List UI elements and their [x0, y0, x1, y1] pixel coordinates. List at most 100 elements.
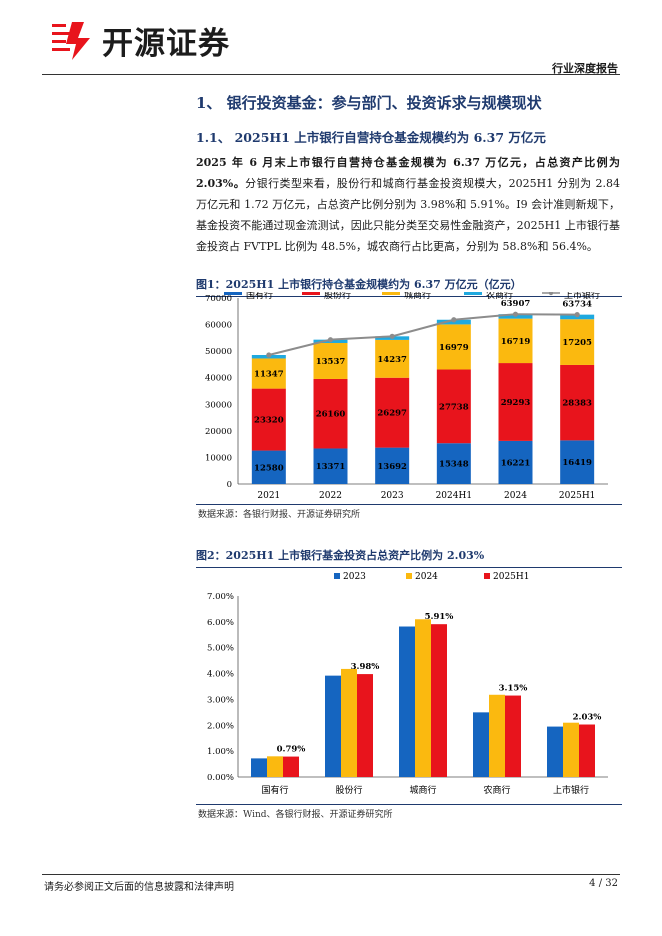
bar-segment-股份行 [498, 363, 533, 441]
bar-2025H1 [357, 674, 373, 777]
bar-value-label: 13537 [316, 357, 346, 367]
bar-segment-城商行 [375, 339, 410, 378]
bar-value-label: 26297 [377, 409, 407, 419]
bar-2024 [563, 722, 579, 777]
bar-2023 [325, 675, 341, 777]
legend-label-农商行: 农商行 [486, 292, 513, 301]
total-line-point [389, 333, 395, 339]
x-tick-label: 2024H1 [436, 491, 472, 501]
legend-label-股份行: 股份行 [324, 292, 351, 301]
x-tick-label: 2022 [319, 491, 342, 501]
x-tick-label: 股份行 [335, 784, 362, 796]
total-line-point [574, 312, 580, 318]
x-tick-label: 城商行 [409, 784, 436, 796]
y-tick-label: 6.00% [207, 618, 234, 628]
bar-value-label: 17205 [562, 338, 592, 348]
bar-segment-城商行 [498, 318, 533, 364]
bar-2025H1 [431, 624, 447, 777]
footer-divider [42, 874, 620, 875]
company-logo: 开源证券 [50, 18, 230, 62]
bar-segment-城商行 [251, 358, 286, 389]
bar-segment-股份行 [251, 388, 286, 451]
total-line [268, 313, 578, 356]
y-tick-label: 10000 [205, 453, 232, 463]
x-tick-label: 国有行 [261, 784, 288, 796]
bar-value-label: 26160 [316, 410, 346, 420]
x-tick-label: 2021 [257, 491, 280, 501]
legend-swatch-国有行 [224, 292, 242, 295]
legend-swatch-农商行 [464, 292, 482, 295]
x-tick-label: 农商行 [483, 784, 510, 796]
bar-segment-城商行 [436, 324, 471, 370]
legend-label-城商行: 城商行 [404, 292, 431, 301]
bar-value-label: 0.79% [277, 745, 306, 755]
legend-swatch-股份行 [302, 292, 320, 295]
y-tick-label: 3.00% [207, 695, 234, 705]
y-tick-label: 0.00% [207, 773, 234, 783]
bar-value-label: 27738 [439, 402, 469, 412]
logo-text: 开源证券 [102, 25, 230, 62]
y-tick-label: 1.00% [207, 747, 234, 757]
y-tick-label: 30000 [205, 400, 232, 410]
bar-value-label: 13692 [377, 462, 407, 472]
bar-2025H1 [505, 695, 521, 777]
bar-2025H1 [283, 756, 299, 777]
total-line-point [512, 311, 519, 317]
bar-2024 [341, 668, 357, 777]
y-tick-label: 5.00% [207, 644, 234, 654]
bar-2023 [251, 758, 267, 777]
bar-segment-城商行 [560, 319, 595, 365]
legend-swatch-城商行 [382, 292, 400, 295]
bar-value-label: 11347 [254, 370, 284, 380]
y-tick-label: 4.00% [207, 670, 234, 680]
paragraph-lead: 2025 年 6 月末上市银行自营持仓基金规模为 6.37 万亿元，占总资产比例… [196, 156, 620, 190]
bar-value-label: 16419 [562, 458, 592, 468]
x-tick-label: 2023 [381, 491, 404, 501]
paragraph-body: 分银行类型来看，股份行和城商行基金投资规模大，2025H1 分别为 2.84 万… [196, 177, 620, 253]
bar-2025H1 [579, 724, 595, 777]
stacked-bar-chart: 国有行 股份行 城商行 农商行 上市银行 0 10000 20000 30000 40000 500… [205, 292, 608, 501]
bar-value-label: 16221 [501, 458, 531, 468]
bar-2023 [473, 712, 489, 777]
y-tick-label: 0 [227, 480, 232, 490]
figure1-divider [196, 504, 622, 505]
x-tick-label: 2024 [504, 491, 527, 501]
bar-2023 [547, 726, 563, 777]
bar-value-label: 3.15% [499, 684, 528, 694]
legend-label-2024: 2024 [415, 572, 438, 582]
total-line-point [266, 352, 272, 358]
bar-segment-国有行 [560, 440, 595, 484]
total-line-label: 63734 [562, 300, 592, 310]
y-tick-label: 7.00% [207, 592, 234, 602]
legend-label-2023: 2023 [343, 572, 366, 582]
legend-label-国有行: 国有行 [246, 292, 273, 301]
total-line-point [327, 337, 334, 343]
total-line-point [451, 317, 457, 323]
page-number: 4 / 32 [589, 878, 618, 889]
bar-value-label: 28383 [562, 399, 592, 409]
bar-value-label: 16979 [439, 343, 469, 353]
body-paragraph: 2025 年 6 月末上市银行自营持仓基金规模为 6.37 万亿元，占总资产比例… [196, 152, 620, 257]
bar-value-label: 12580 [254, 463, 284, 473]
y-tick-label: 60000 [205, 321, 232, 331]
bar-segment-国有行 [375, 447, 410, 484]
bar-segment-国有行 [313, 448, 348, 484]
bar-segment-股份行 [436, 369, 471, 444]
logo-mark-icon [52, 22, 90, 60]
section-heading: 1、 银行投资基金：参与部门、投资诉求与规模现状 [196, 94, 542, 112]
bar-segment-股份行 [313, 378, 348, 449]
bar-2023 [399, 626, 415, 777]
bar-value-label: 23320 [254, 416, 284, 426]
bar-segment-国有行 [498, 440, 533, 484]
legend-swatch-2024 [406, 573, 412, 579]
legend-label-2025H1: 2025H1 [493, 572, 529, 582]
grouped-bar-chart: 2023 2024 2025H1 0.00% 1.00% 2.00% 3.00% 4.00% 5… [207, 572, 608, 796]
bar-value-label: 3.98% [351, 662, 380, 672]
x-tick-label: 2025H1 [559, 491, 595, 501]
y-tick-label: 20000 [205, 427, 232, 437]
bar-2024 [267, 756, 283, 777]
figure2-source: 数据来源：Wind、各银行财报、开源证券研究所 [198, 810, 393, 820]
subsection-heading: 1.1、 2025H1 上市银行自营持仓基金规模约为 6.37 万亿元 [196, 130, 546, 145]
legend-label-line: 上市银行 [564, 292, 600, 301]
bar-2024 [489, 694, 505, 777]
